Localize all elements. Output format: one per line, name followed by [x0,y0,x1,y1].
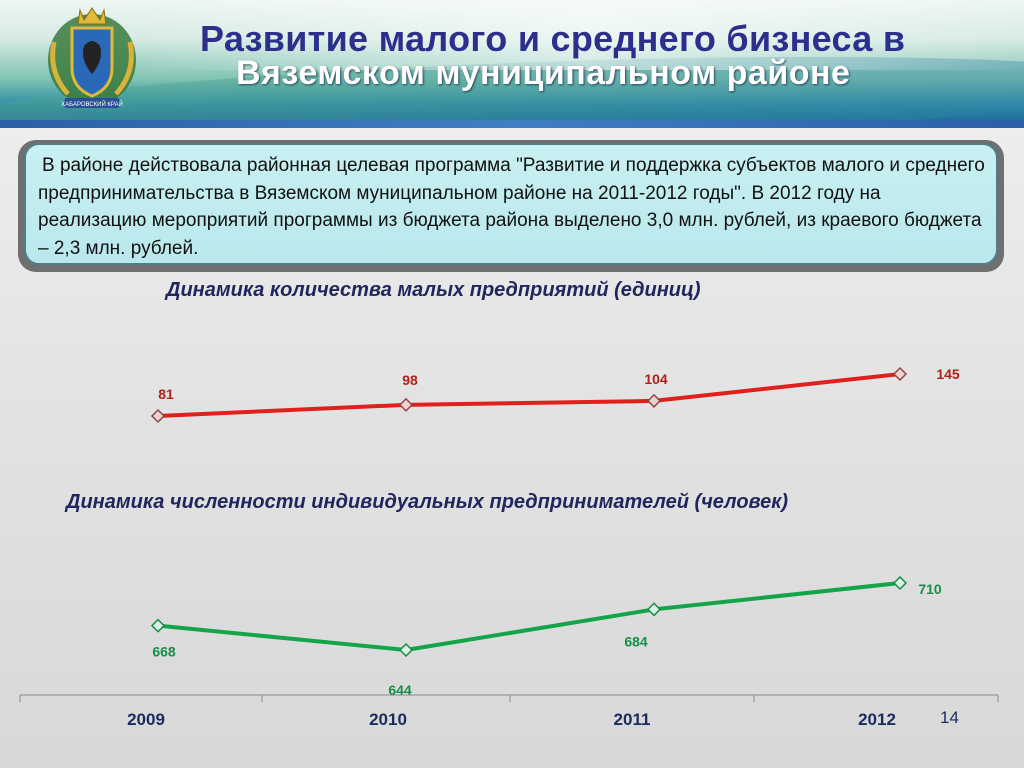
page-title-line2: Вяземском муниципальном районе [236,54,851,92]
page-number: 14 [940,708,959,727]
entrepreneurs-data-label: 644 [388,682,412,698]
x-tick-label: 2012 [858,710,896,729]
page-title-line1: Развитие малого и среднего бизнеса в [200,18,906,59]
info-text: В районе действовала районная целевая пр… [38,155,985,259]
enterprises-data-label: 98 [402,372,418,388]
enterprises-data-label: 145 [936,366,960,382]
entrepreneurs-data-label: 684 [624,633,648,649]
header-banner [0,0,1024,128]
enterprises-series-line [157,372,901,418]
entrepreneurs-point [892,575,908,591]
enterprises-point [150,408,166,424]
entrepreneurs-data-label: 668 [152,644,176,660]
entrepreneurs-point [150,618,166,633]
x-tick-label: 2009 [127,710,165,729]
enterprises-data-label: 104 [644,371,668,387]
enterprises-point [646,393,662,408]
entrepreneurs-data-label: 710 [918,581,942,597]
x-tick-label: 2011 [614,710,651,729]
enterprises-point [892,366,908,382]
entrepreneurs-point [646,602,662,617]
entrepreneurs-point [398,642,414,658]
entrepreneurs-chart-title: Динамика численности индивидуальных пред… [66,491,789,513]
svg-text:ХАБАРОВСКИЙ КРАЙ: ХАБАРОВСКИЙ КРАЙ [61,100,123,108]
enterprises-data-label: 81 [158,386,174,402]
x-tick-label: 2010 [369,710,407,729]
enterprises-chart-title: Динамика количества малых предприятий (е… [166,279,701,301]
coat-of-arms-icon: ХАБАРОВСКИЙ КРАЙ [48,7,136,108]
entrepreneurs-series-line [157,581,901,652]
info-box [24,143,998,265]
enterprises-point [398,397,414,412]
